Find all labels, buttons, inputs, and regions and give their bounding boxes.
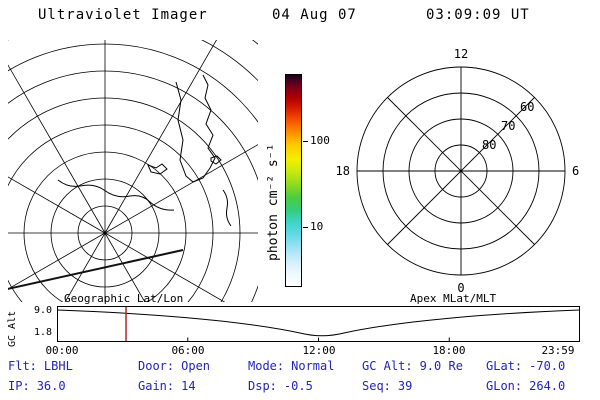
altitude-curve — [57, 309, 580, 337]
status-seq: Seq: 39 — [362, 379, 413, 393]
colorbar-tick-10-label: 10 — [310, 220, 324, 233]
mlt-0-label: 0 — [457, 281, 464, 295]
mlt-18-label: 18 — [336, 164, 350, 178]
status-gcalt: GC Alt: 9.0 Re — [362, 359, 463, 373]
left-panel-caption: Geographic Lat/Lon — [64, 292, 184, 305]
timeline-ymax-label: 9.0 — [33, 305, 52, 316]
coastlines — [57, 74, 232, 227]
mlt-12-label: 12 — [454, 47, 468, 61]
time-label: 03:09:09 UT — [426, 7, 530, 23]
colorbar-tick-100-label: 100 — [310, 134, 330, 147]
apex-polar-panel: 12 0 18 6 60 70 80 — [336, 47, 580, 295]
status-glat: GLat: -70.0 — [486, 359, 566, 373]
colorbar-tick-10-mark — [303, 227, 308, 228]
colorbar — [285, 74, 302, 287]
mlat-70-label: 70 — [501, 119, 515, 133]
xtick-1800: 18:00 — [432, 344, 466, 357]
timeline-frame — [57, 306, 580, 342]
mlat-80-label: 80 — [482, 138, 496, 152]
status-gain: Gain: 14 — [138, 379, 196, 393]
status-ip: IP: 36.0 — [8, 379, 66, 393]
xtick-0600: 06:00 — [171, 344, 205, 357]
status-door: Door: Open — [138, 359, 211, 373]
mlat-60-label: 60 — [520, 100, 534, 114]
colorbar-units-text: photon cm⁻² s⁻¹ — [266, 143, 281, 261]
altitude-timeline — [57, 306, 580, 342]
right-panel-caption: Apex MLat/MLT — [410, 292, 497, 305]
status-mode: Mode: Normal — [248, 359, 335, 373]
status-flt: Flt: LBHL — [8, 359, 73, 373]
colorbar-tick-100-mark — [303, 141, 308, 142]
xtick-2359: 23:59 — [541, 344, 575, 357]
app-title: Ultraviolet Imager — [38, 7, 208, 23]
status-glon: GLon: 264.0 — [486, 379, 566, 393]
status-dsp: Dsp: -0.5 — [248, 379, 313, 393]
mlt-6-label: 6 — [572, 164, 579, 178]
xtick-1200: 12:00 — [302, 344, 336, 357]
date-label: 04 Aug 07 — [272, 7, 357, 23]
terminator-line — [8, 249, 184, 290]
timeline-ymin-label: 1.8 — [33, 327, 52, 338]
xtick-0000: 00:00 — [45, 344, 79, 357]
latlon-grid — [8, 40, 258, 302]
mlt-spokes — [357, 67, 565, 275]
hour-ticks — [187, 337, 450, 342]
geographic-map-panel — [8, 40, 258, 302]
